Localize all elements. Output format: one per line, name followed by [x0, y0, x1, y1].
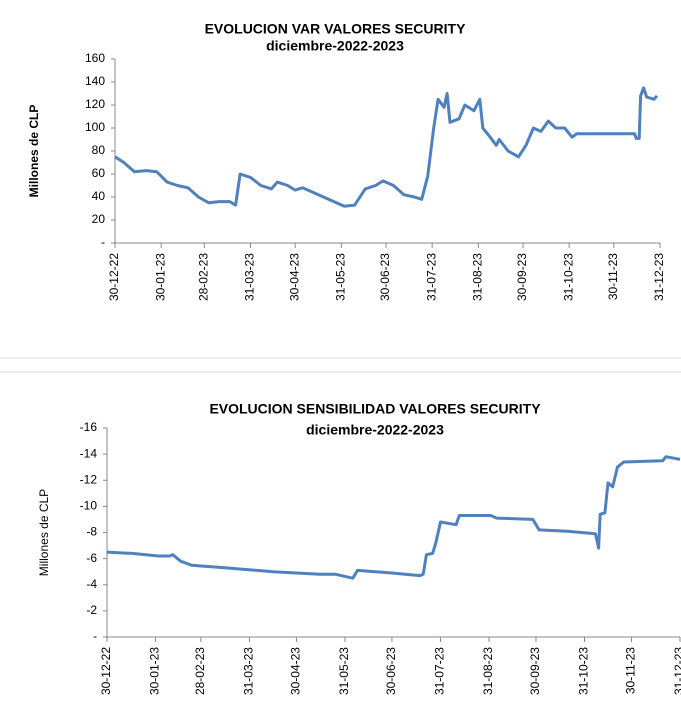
x-tick-label: 30-09-23: [528, 647, 542, 695]
x-tick-label: 30-11-23: [624, 647, 638, 694]
chart-subtitle: diciembre-2022-2023: [266, 38, 404, 54]
y-tick-label: 120: [85, 97, 105, 111]
x-tick-label: 31-07-23: [424, 253, 438, 301]
y-tick-label: -6: [86, 551, 97, 565]
y-tick-label: 40: [92, 189, 106, 203]
x-tick-label: 28-02-23: [193, 647, 207, 695]
y-tick-label: 80: [92, 143, 106, 157]
data-line: [106, 455, 681, 580]
x-tick-label: 30-12-22: [107, 253, 121, 301]
y-tick-label: 60: [92, 166, 106, 180]
chart-title: EVOLUCION VAR VALORES SECURITY: [205, 21, 467, 37]
x-tick-label: 31-07-23: [433, 647, 447, 695]
x-tick-label: 28-02-23: [197, 253, 211, 301]
y-tick-label: -10: [80, 499, 98, 513]
y-tick-label: 20: [92, 212, 106, 226]
y-tick-label: -2: [86, 603, 97, 617]
x-tick-label: 31-12-23: [652, 253, 666, 301]
x-tick-label: 30-04-23: [287, 253, 301, 301]
x-tick-label: 31-03-23: [242, 647, 256, 695]
y-tick-label: 140: [85, 74, 105, 88]
x-tick-label: 31-03-23: [243, 253, 257, 301]
y-tick-label: -14: [80, 446, 98, 460]
y-tick-label: 160: [85, 51, 105, 65]
x-tick-label: 31-12-23: [672, 647, 681, 695]
x-tick-label: 31-10-23: [561, 253, 575, 301]
x-tick-label: 30-06-23: [384, 647, 398, 695]
x-tick-label: 31-05-23: [337, 647, 351, 695]
x-tick-label: 31-10-23: [577, 647, 591, 695]
y-tick-label: -16: [80, 420, 98, 434]
y-axis-label: Millones de CLP: [27, 105, 41, 198]
y-axis-label: Millones de CLP: [37, 489, 51, 576]
x-tick-label: 30-01-23: [148, 647, 162, 695]
x-tick-label: 30-09-23: [515, 253, 529, 301]
x-tick-label: 30-04-23: [289, 647, 303, 695]
chart-subtitle: diciembre-2022-2023: [306, 422, 444, 438]
x-tick-label: 31-08-23: [481, 647, 495, 695]
y-tick-label: 100: [85, 120, 105, 134]
x-tick-label: 30-06-23: [378, 253, 392, 301]
y-tick-label: -: [93, 629, 97, 643]
chart-title: EVOLUCION SENSIBILIDAD VALORES SECURITY: [209, 401, 541, 417]
y-tick-label: -8: [86, 525, 97, 539]
y-tick-label: -4: [86, 577, 97, 591]
x-tick-label: 31-08-23: [471, 253, 485, 301]
y-tick-label: -: [101, 235, 105, 249]
y-tick-label: -12: [80, 472, 98, 486]
data-line: [114, 86, 659, 208]
x-tick-label: 30-01-23: [153, 253, 167, 301]
x-tick-label: 31-05-23: [334, 253, 348, 301]
x-tick-label: 30-11-23: [606, 253, 620, 300]
x-tick-label: 30-12-22: [99, 647, 113, 695]
